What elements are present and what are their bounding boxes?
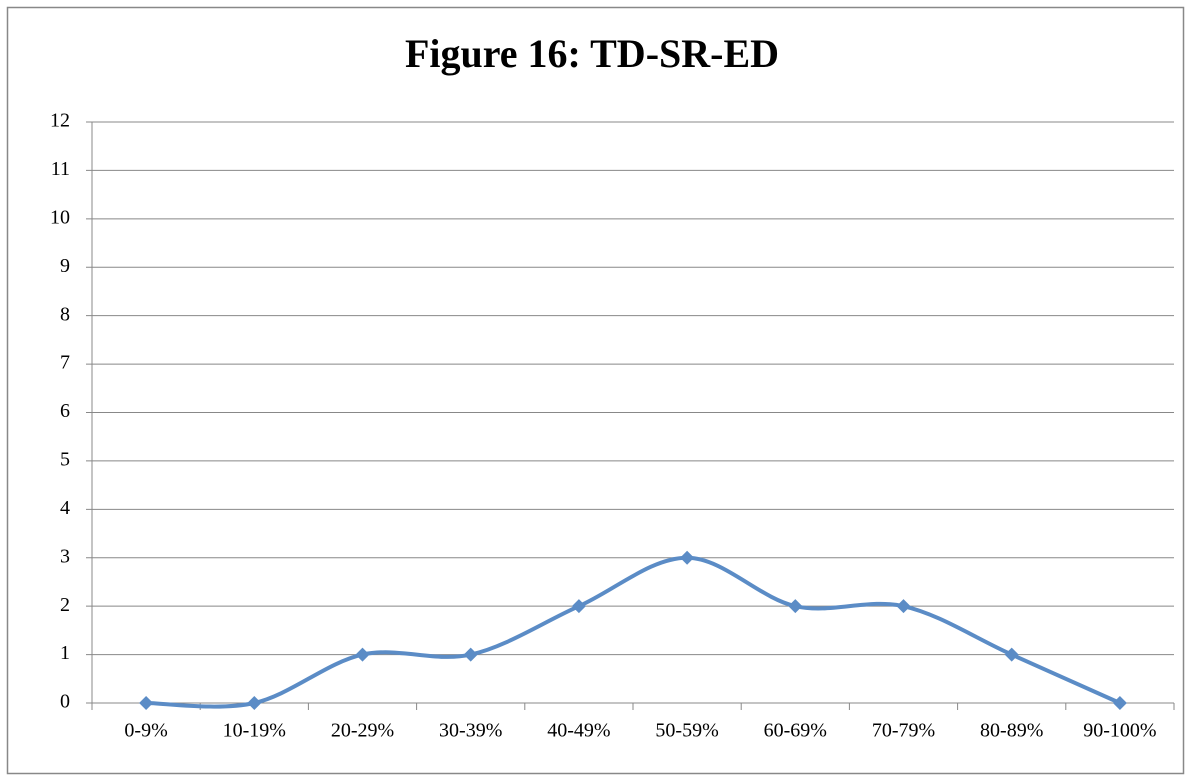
y-tick-label: 10	[50, 206, 70, 228]
x-tick-label: 70-79%	[872, 720, 935, 742]
x-tick-label: 0-9%	[124, 720, 167, 742]
marker	[139, 696, 154, 710]
marker	[896, 599, 911, 614]
x-tick-label: 10-19%	[223, 720, 286, 742]
y-tick-label: 8	[60, 303, 70, 325]
y-tick-label: 4	[60, 497, 70, 519]
chart-title: Figure 16: TD-SR-ED	[405, 31, 779, 76]
y-tick-label: 7	[60, 352, 70, 374]
y-tick-label: 12	[50, 110, 70, 132]
y-tick-label: 9	[60, 255, 70, 277]
x-tick-label: 90-100%	[1083, 720, 1156, 742]
marker	[788, 599, 803, 614]
y-tick-label: 1	[60, 642, 70, 664]
x-tick-label: 50-59%	[655, 720, 718, 742]
x-tick-label: 60-69%	[764, 720, 827, 742]
y-tick-label: 11	[51, 158, 70, 180]
marker	[680, 550, 695, 565]
marker	[355, 647, 370, 662]
y-tick-label: 3	[60, 545, 70, 567]
marker	[1112, 696, 1127, 710]
marker	[571, 599, 586, 614]
x-tick-label: 30-39%	[439, 720, 502, 742]
chart-border	[6, 6, 1185, 775]
line	[146, 555, 1121, 709]
y-tick-label: 6	[60, 400, 70, 422]
x-tick-label: 40-49%	[547, 720, 610, 742]
y-tick-label: 2	[60, 594, 70, 616]
x-tick-label: 80-89%	[980, 720, 1043, 742]
y-tick-label: 5	[60, 449, 70, 471]
marker	[1004, 647, 1019, 662]
y-tick-label: 0	[60, 691, 70, 713]
marker	[463, 647, 478, 662]
marker	[247, 696, 262, 710]
x-tick-label: 20-29%	[331, 720, 394, 742]
